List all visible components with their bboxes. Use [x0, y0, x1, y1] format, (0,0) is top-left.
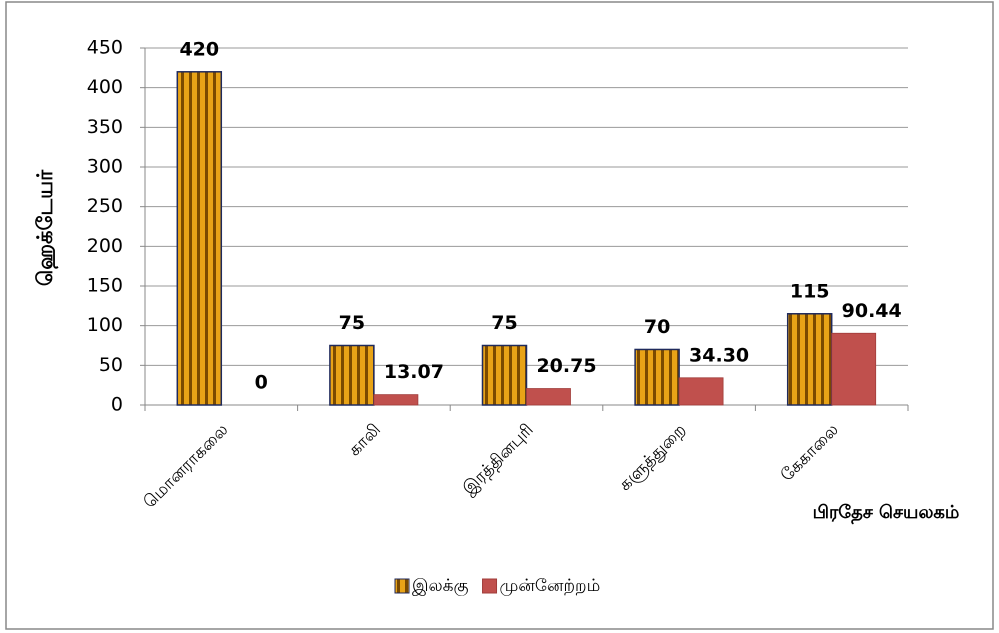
data-label: 70 — [644, 316, 670, 338]
y-tick-label: 450 — [87, 37, 123, 59]
y-tick-label: 200 — [87, 235, 123, 257]
bar — [176, 71, 223, 406]
data-label: 90.44 — [842, 300, 902, 322]
data-label: 20.75 — [536, 355, 596, 377]
legend-swatch — [482, 578, 498, 594]
bar — [634, 348, 680, 406]
data-label: 34.30 — [689, 344, 749, 366]
y-tick-label: 400 — [87, 76, 123, 98]
data-label: 75 — [491, 312, 517, 334]
y-tick-label: 0 — [111, 394, 123, 416]
legend-label: இலக்கு — [412, 576, 469, 596]
bar — [526, 388, 571, 406]
bar — [329, 344, 375, 406]
legend-swatch — [394, 578, 410, 594]
y-tick-label: 150 — [87, 275, 123, 297]
y-tick-label: 100 — [87, 314, 123, 336]
x-axis-label: பிரதேச செயலகம் — [813, 502, 960, 525]
y-tick-label: 300 — [87, 156, 123, 178]
y-tick-label: 250 — [87, 195, 123, 217]
data-label: 13.07 — [384, 361, 444, 383]
y-axis-label: ஹெக்டேயர் — [33, 169, 59, 286]
bar — [373, 394, 419, 406]
bar — [786, 313, 833, 406]
legend-label: முன்னேற்றம் — [500, 576, 601, 596]
data-label: 420 — [179, 38, 219, 60]
data-label: 115 — [790, 280, 830, 302]
data-label: 0 — [255, 372, 268, 394]
bar — [678, 377, 724, 406]
y-tick-label: 350 — [87, 116, 123, 138]
bar — [481, 344, 528, 406]
bar — [831, 332, 877, 406]
y-tick-label: 50 — [99, 354, 123, 376]
data-label: 75 — [339, 312, 365, 334]
